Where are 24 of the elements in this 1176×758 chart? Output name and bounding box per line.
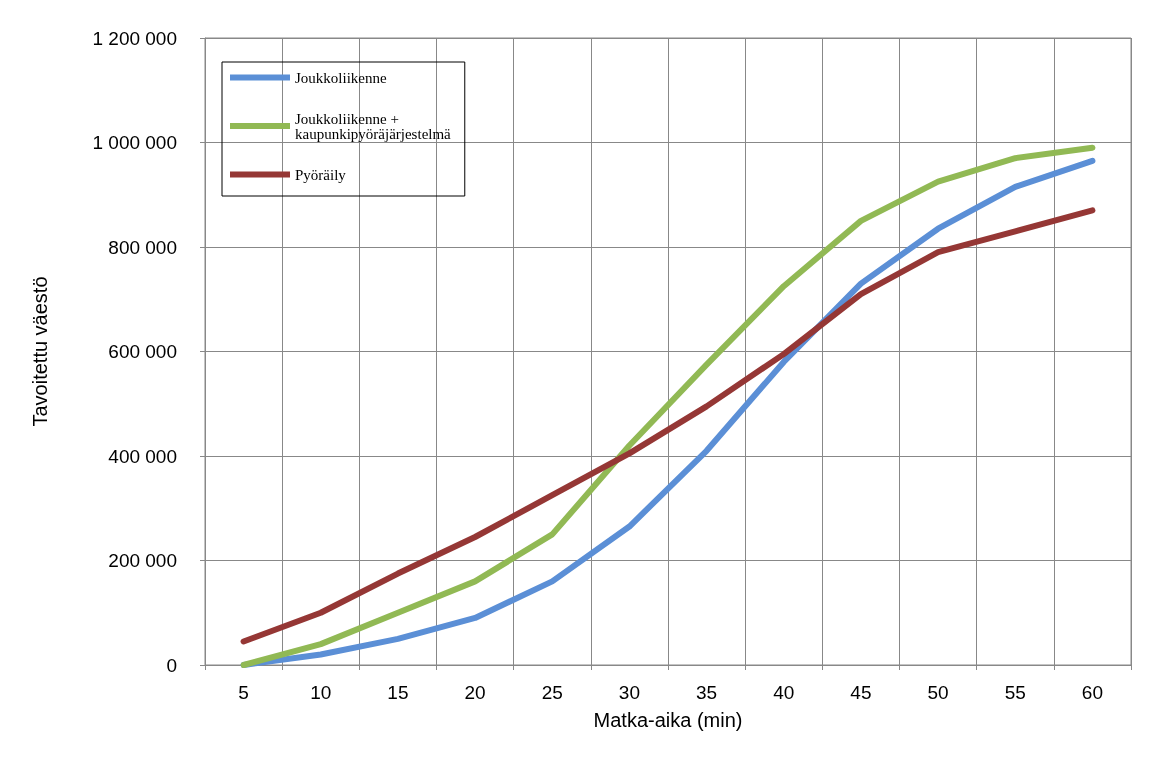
- x-tick-label: 5: [238, 682, 249, 703]
- x-tick-label: 40: [773, 682, 795, 703]
- x-tick-label: 60: [1081, 682, 1103, 703]
- x-axis-title: Matka-aika (min): [593, 709, 743, 731]
- y-axis-title: Tavoitettu väestö: [29, 276, 51, 427]
- y-tick-label: 600 000: [108, 341, 177, 362]
- y-tick-label: 1 200 000: [92, 27, 177, 49]
- y-tick-label: 0: [166, 654, 177, 676]
- y-tick-label: 400 000: [108, 445, 177, 467]
- x-tick-label: 55: [1004, 682, 1026, 703]
- x-tick-label: 30: [618, 682, 640, 703]
- y-tick-label: 200 000: [108, 550, 177, 571]
- y-tick-label: 1 000 000: [92, 132, 177, 153]
- x-tick-label: 45: [850, 682, 872, 703]
- legend-label: Pyöräily: [295, 166, 347, 183]
- x-tick-label: 20: [464, 682, 486, 703]
- x-tick-label: 25: [541, 682, 563, 703]
- legend-label: Joukkoliikenne: [295, 69, 387, 86]
- legend-label: Joukkoliikenne + kaupunkipyöräjärjestelmä: [295, 110, 452, 142]
- y-tick-label: 800 000: [108, 236, 177, 258]
- x-tick-label: 15: [387, 682, 409, 703]
- x-tick-label: 35: [696, 682, 718, 703]
- x-tick-label: 50: [927, 682, 949, 703]
- x-tick-label: 10: [310, 682, 332, 703]
